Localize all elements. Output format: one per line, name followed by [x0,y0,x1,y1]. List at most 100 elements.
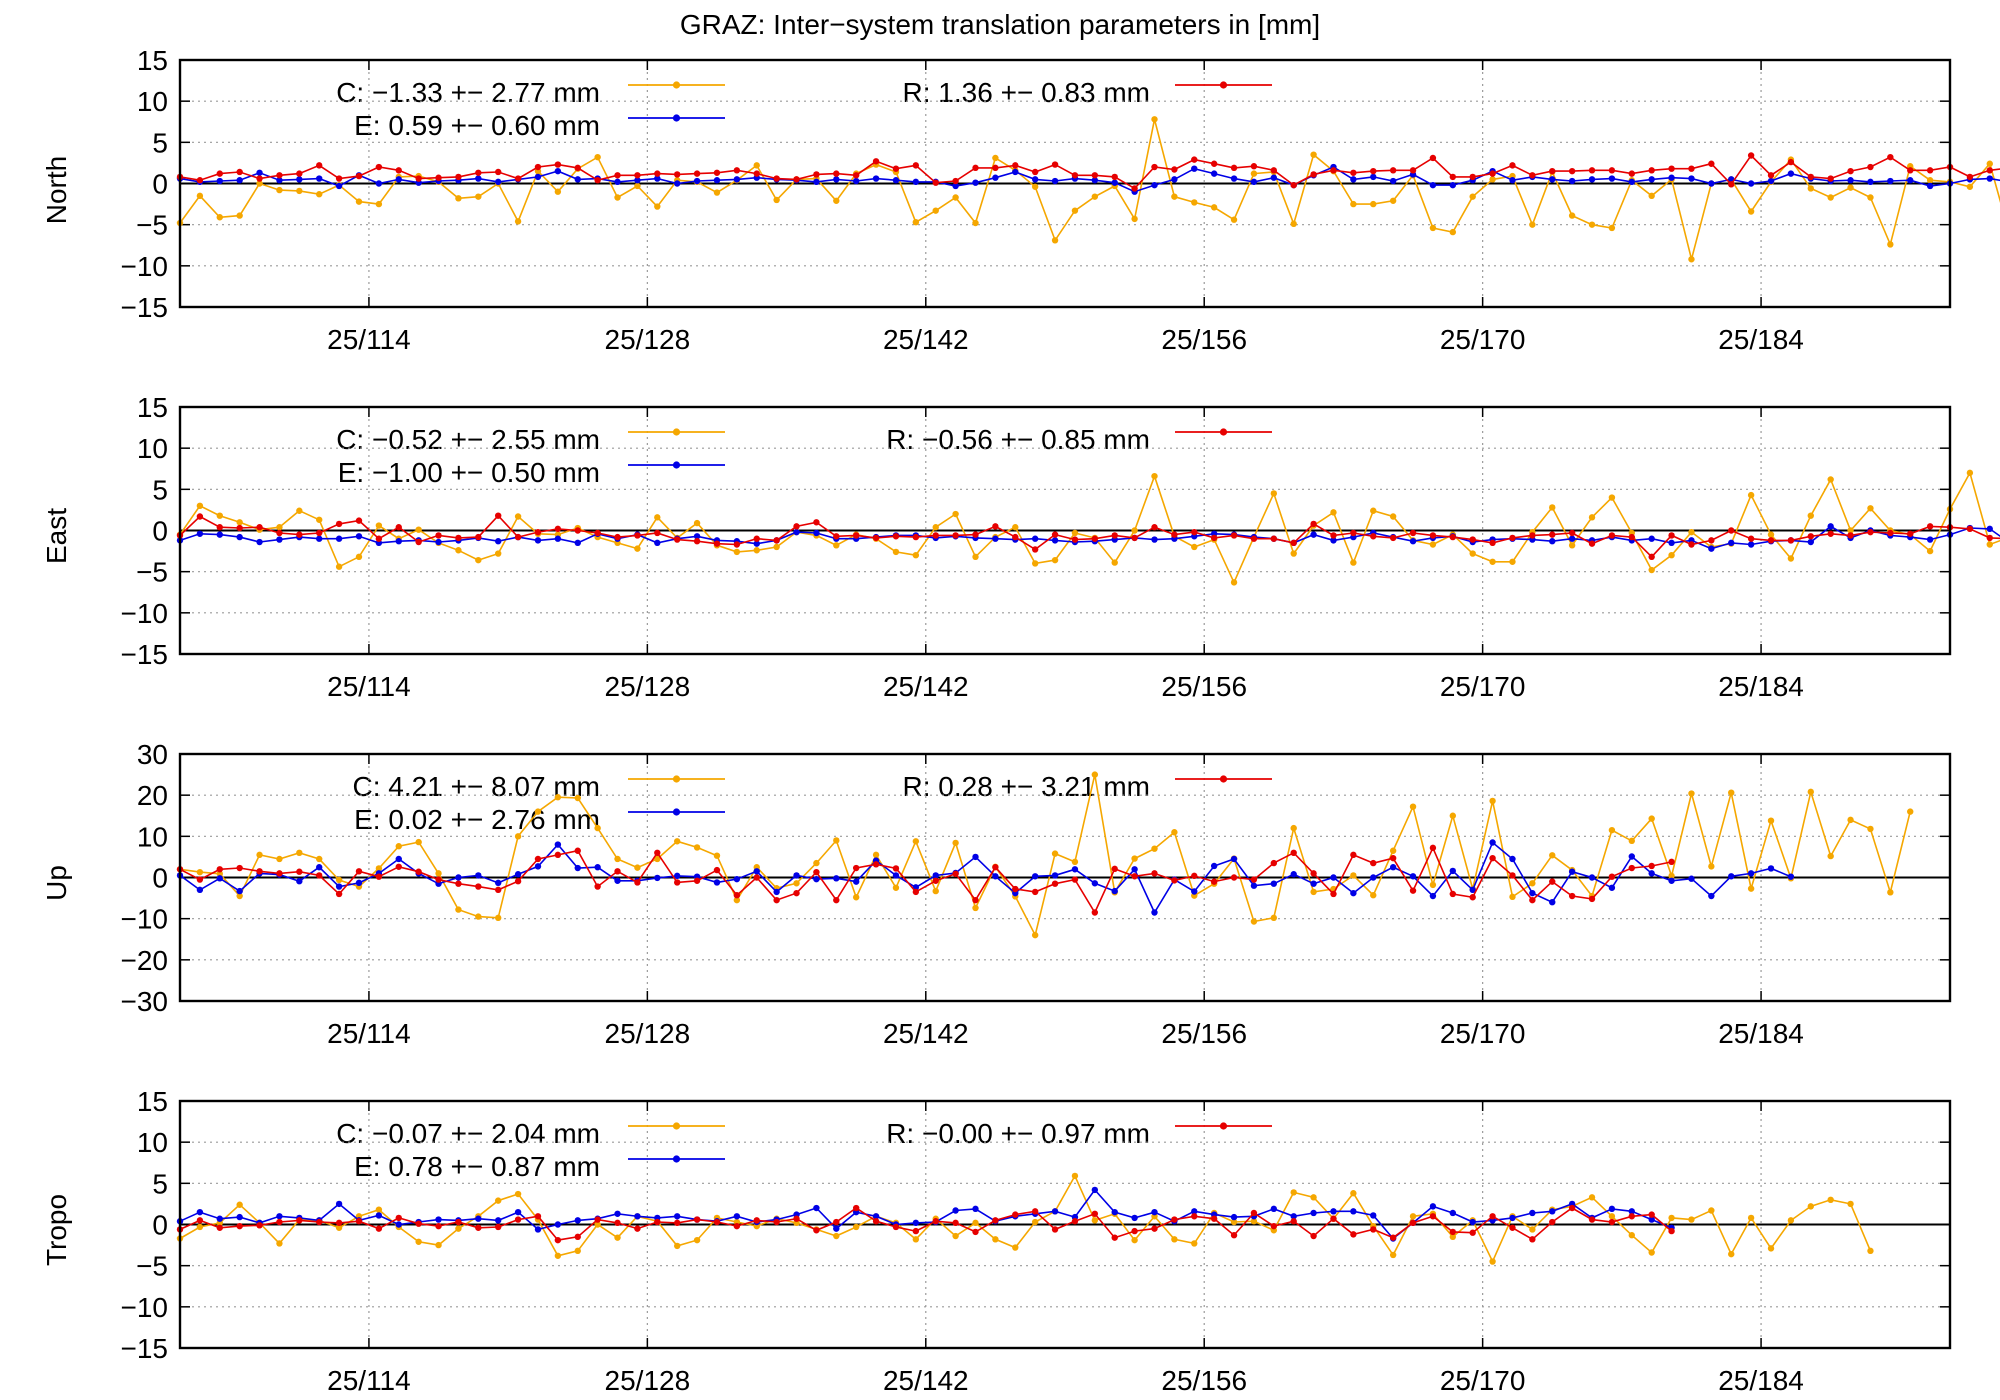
data-point-e [355,879,363,887]
data-point-r [1966,525,1974,533]
y-tick-label: 0 [152,169,168,200]
data-point-r [554,161,562,168]
data-point-r [1628,170,1635,177]
data-point-r [1389,167,1397,174]
data-point-e [852,878,860,885]
data-point-e [1926,536,1934,543]
data-point-c [475,913,482,920]
data-point-c [1827,476,1834,483]
y-tick-label: 10 [137,821,168,852]
data-point-c [1648,566,1655,574]
data-point-r [1409,887,1417,894]
y-tick-label: −10 [121,904,169,935]
series-line-c [179,1174,1872,1264]
data-point-e [316,535,323,542]
data-point-e [554,535,562,542]
data-point-c [236,212,243,219]
data-point-r [375,163,383,171]
data-point-c [1230,1218,1238,1226]
series-line-c [179,774,1911,938]
data-point-r [1350,169,1357,176]
data-point-r [673,879,681,886]
data-point-r [892,1223,900,1231]
data-point-c [1389,1251,1397,1259]
data-point-r [1131,873,1138,880]
data-point-r [1012,162,1019,169]
data-point-r [852,532,860,539]
data-point-c [1131,215,1138,223]
data-point-r [475,169,482,176]
data-point-c [852,894,860,901]
x-tick-label: 25/156 [1161,1365,1247,1396]
data-point-r [1210,1215,1218,1222]
data-point-r [952,177,959,185]
data-point-r [554,851,562,859]
data-point-r [892,865,900,872]
data-point-e [236,177,243,184]
data-point-c [1191,199,1198,206]
data-point-c [1071,1172,1079,1180]
data-point-c [1827,194,1834,201]
data-point-r [1409,529,1417,537]
data-point-r [475,883,482,890]
data-point-r [1330,890,1337,898]
y-tick-label: 15 [137,1086,168,1117]
data-point-r [296,170,303,177]
data-point-r [654,170,661,177]
data-point-e [813,875,820,883]
data-point-r [1608,873,1616,880]
data-point-e [992,174,999,181]
data-point-r [1270,859,1278,867]
data-point-c [1568,542,1576,549]
data-point-r [793,176,800,183]
data-point-c [1867,505,1874,512]
data-point-c [196,502,204,509]
data-point-e [1529,889,1536,897]
data-point-r [574,164,581,172]
data-point-r [1529,172,1536,179]
data-point-c [276,186,283,194]
data-point-r [813,519,820,526]
data-point-r [1151,524,1158,531]
data-point-c [1787,555,1795,562]
data-point-r [693,1216,701,1223]
data-point-c [1708,1207,1715,1214]
x-tick-label: 25/170 [1440,1018,1526,1049]
y-tick-label: −15 [121,639,169,670]
data-point-r [1171,1216,1178,1223]
data-point-e [335,535,343,542]
data-point-c [733,548,741,556]
data-point-c [654,203,661,210]
data-point-e [1747,180,1755,187]
data-point-c [1151,472,1158,480]
data-point-e [1787,873,1795,880]
data-point-r [1270,167,1278,174]
data-point-e [236,1213,243,1221]
data-point-c [713,852,721,859]
data-point-r [1648,553,1655,561]
y-tick-label: 0 [152,516,168,547]
data-point-r [1827,175,1834,182]
data-point-c [475,556,482,564]
data-point-r [912,162,920,169]
data-point-c [1708,863,1715,870]
data-point-c [1350,872,1357,879]
data-point-e [236,887,243,895]
data-point-e [276,1213,283,1220]
data-point-r [216,866,223,873]
data-point-e [1171,176,1178,183]
y-tick-label: −10 [121,1292,169,1323]
data-point-r [1688,541,1695,548]
data-point-e [952,182,959,190]
data-point-r [1628,533,1635,541]
data-point-c [196,1223,204,1231]
data-point-r [256,524,263,531]
data-point-r [335,1219,343,1227]
x-tick-label: 25/184 [1718,1018,1804,1049]
data-point-r [1111,865,1118,873]
data-point-r [1648,862,1655,870]
data-point-r [892,533,900,540]
data-point-c [355,553,363,561]
data-point-e [1648,535,1655,542]
